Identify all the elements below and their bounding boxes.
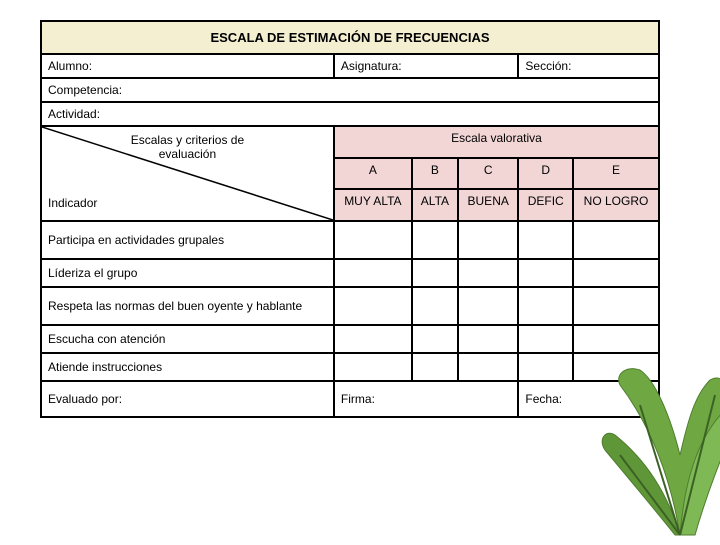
table-row: Atiende instrucciones (41, 353, 659, 381)
diagonal-header-cell: Escalas y criterios de evaluación Indica… (41, 126, 334, 221)
cell[interactable] (334, 325, 412, 353)
diag-bottom-label: Indicador (48, 196, 97, 210)
label-fecha: Fecha: (518, 381, 659, 417)
label-asignatura: Asignatura: (334, 54, 519, 78)
label-firma: Firma: (334, 381, 519, 417)
cell[interactable] (573, 325, 659, 353)
diag-top-label: Escalas y criterios de evaluación (115, 133, 260, 162)
cell[interactable] (412, 259, 458, 287)
scale-letter: A (334, 158, 412, 190)
scale-label: MUY ALTA (334, 189, 412, 221)
label-seccion: Sección: (518, 54, 659, 78)
cell[interactable] (518, 221, 573, 259)
scale-letter: D (518, 158, 573, 190)
table-title: ESCALA DE ESTIMACIÓN DE FRECUENCIAS (41, 21, 659, 54)
table-row: Participa en actividades grupales (41, 221, 659, 259)
cell[interactable] (458, 221, 518, 259)
label-actividad: Actividad: (41, 102, 659, 126)
scale-label: ALTA (412, 189, 458, 221)
cell[interactable] (412, 221, 458, 259)
indicator-label: Atiende instrucciones (41, 353, 334, 381)
cell[interactable] (334, 259, 412, 287)
cell[interactable] (518, 353, 573, 381)
cell[interactable] (458, 287, 518, 325)
table-row: Escucha con atención (41, 325, 659, 353)
cell[interactable] (518, 287, 573, 325)
table-row: Líderiza el grupo (41, 259, 659, 287)
cell[interactable] (412, 353, 458, 381)
cell[interactable] (458, 353, 518, 381)
cell[interactable] (573, 259, 659, 287)
indicator-label: Líderiza el grupo (41, 259, 334, 287)
cell[interactable] (518, 259, 573, 287)
scale-label: NO LOGRO (573, 189, 659, 221)
label-evaluado: Evaluado por: (41, 381, 334, 417)
label-competencia: Competencia: (41, 78, 659, 102)
cell[interactable] (458, 325, 518, 353)
label-alumno: Alumno: (41, 54, 334, 78)
cell[interactable] (458, 259, 518, 287)
cell[interactable] (573, 287, 659, 325)
table-row: Respeta las normas del buen oyente y hab… (41, 287, 659, 325)
cell[interactable] (334, 353, 412, 381)
scale-label: DEFIC (518, 189, 573, 221)
scale-label: BUENA (458, 189, 518, 221)
scale-letter: C (458, 158, 518, 190)
cell[interactable] (573, 221, 659, 259)
scale-letter: E (573, 158, 659, 190)
cell[interactable] (518, 325, 573, 353)
indicator-label: Escucha con atención (41, 325, 334, 353)
indicator-label: Respeta las normas del buen oyente y hab… (41, 287, 334, 325)
cell[interactable] (573, 353, 659, 381)
scale-group-header: Escala valorativa (334, 126, 659, 158)
scale-letter: B (412, 158, 458, 190)
cell[interactable] (334, 221, 412, 259)
cell[interactable] (334, 287, 412, 325)
cell[interactable] (412, 287, 458, 325)
indicator-label: Participa en actividades grupales (41, 221, 334, 259)
cell[interactable] (412, 325, 458, 353)
frequency-scale-table: ESCALA DE ESTIMACIÓN DE FRECUENCIAS Alum… (40, 20, 660, 418)
